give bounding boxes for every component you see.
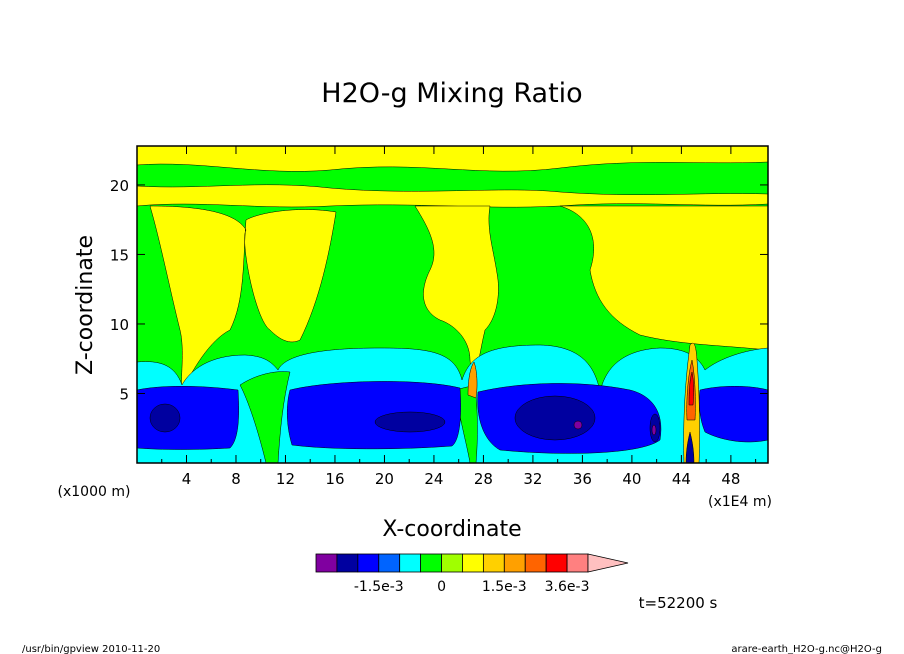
x-tick-label: 20 xyxy=(375,470,394,488)
colorbar-cell xyxy=(336,553,359,573)
y-axis-label: Z-coordinate xyxy=(73,235,98,375)
y-tick-label: 15 xyxy=(110,246,129,264)
x-tick-label: 4 xyxy=(182,470,192,488)
colorbar-arrow xyxy=(587,553,629,573)
x-tick-label: 36 xyxy=(573,470,592,488)
x-axis-label: X-coordinate xyxy=(382,517,521,542)
colorbar-cell xyxy=(378,553,401,573)
colorbar-tick-label: 1.5e-3 xyxy=(482,579,527,595)
x-tick-label: 48 xyxy=(721,470,740,488)
colorbar-cell xyxy=(441,553,463,573)
x-tick-label: 32 xyxy=(523,470,542,488)
region-blue-4 xyxy=(698,386,769,443)
region-top-band xyxy=(136,145,769,172)
region-core-3 xyxy=(514,395,596,441)
region-gap-1 xyxy=(239,371,291,464)
y-axis: 5 10 15 20 xyxy=(110,177,768,403)
x-tick-label: 12 xyxy=(276,470,295,488)
colorbar-tick-label: 0 xyxy=(437,579,446,595)
colorbar-cell xyxy=(503,553,526,573)
region-core-2 xyxy=(374,411,446,433)
colorbar-tick-label: 3.6e-3 xyxy=(545,579,590,595)
x-tick-label: 24 xyxy=(424,470,443,488)
footer-left: /usr/bin/gpview 2010-11-20 xyxy=(22,644,160,654)
colorbar-cell xyxy=(420,553,442,573)
x-unit-right: (x1E4 m) xyxy=(708,494,772,510)
colorbar-cell xyxy=(315,553,338,573)
colorbar-cell xyxy=(524,553,547,573)
colorbar: -1.5e-3 0 1.5e-3 3.6e-3 xyxy=(315,553,629,595)
colorbar-cell xyxy=(482,553,505,573)
y-tick-label: 5 xyxy=(119,385,129,403)
x-tick-label: 40 xyxy=(622,470,641,488)
colorbar-cell xyxy=(545,553,568,573)
x-tick-label: 16 xyxy=(325,470,344,488)
plot-regions xyxy=(136,145,769,464)
region-core-purple xyxy=(573,420,583,430)
x-tick-label: 28 xyxy=(474,470,493,488)
region-plume-red xyxy=(688,371,694,406)
colorbar-cell xyxy=(566,553,589,573)
y-tick-label: 20 xyxy=(110,177,129,195)
y-tick-label: 10 xyxy=(110,316,129,334)
footer-right: arare-earth_H2O-g.nc@H2O-g xyxy=(731,644,882,654)
chart-title: H2O-g Mixing Ratio xyxy=(321,78,582,109)
colorbar-cell xyxy=(462,553,484,573)
x-tick-label: 44 xyxy=(672,470,691,488)
region-right-yellow xyxy=(559,205,769,351)
region-core-5 xyxy=(651,424,657,436)
x-tick-label: 8 xyxy=(231,470,241,488)
x-axis: 4 8 12 16 20 24 28 32 36 40 44 48 xyxy=(161,146,757,488)
region-blue-1 xyxy=(136,386,239,450)
region-core-1 xyxy=(149,403,181,433)
colorbar-cell xyxy=(399,553,422,573)
colorbar-cell xyxy=(357,553,380,573)
region-plume-base xyxy=(685,431,695,464)
region-left-tongue xyxy=(149,205,337,393)
x-unit-left: (x1000 m) xyxy=(58,484,131,500)
colorbar-tick-label: -1.5e-3 xyxy=(354,579,404,595)
time-label: t=52200 s xyxy=(639,594,718,612)
plot-frame xyxy=(136,145,769,464)
region-plume2-orange xyxy=(467,361,478,399)
